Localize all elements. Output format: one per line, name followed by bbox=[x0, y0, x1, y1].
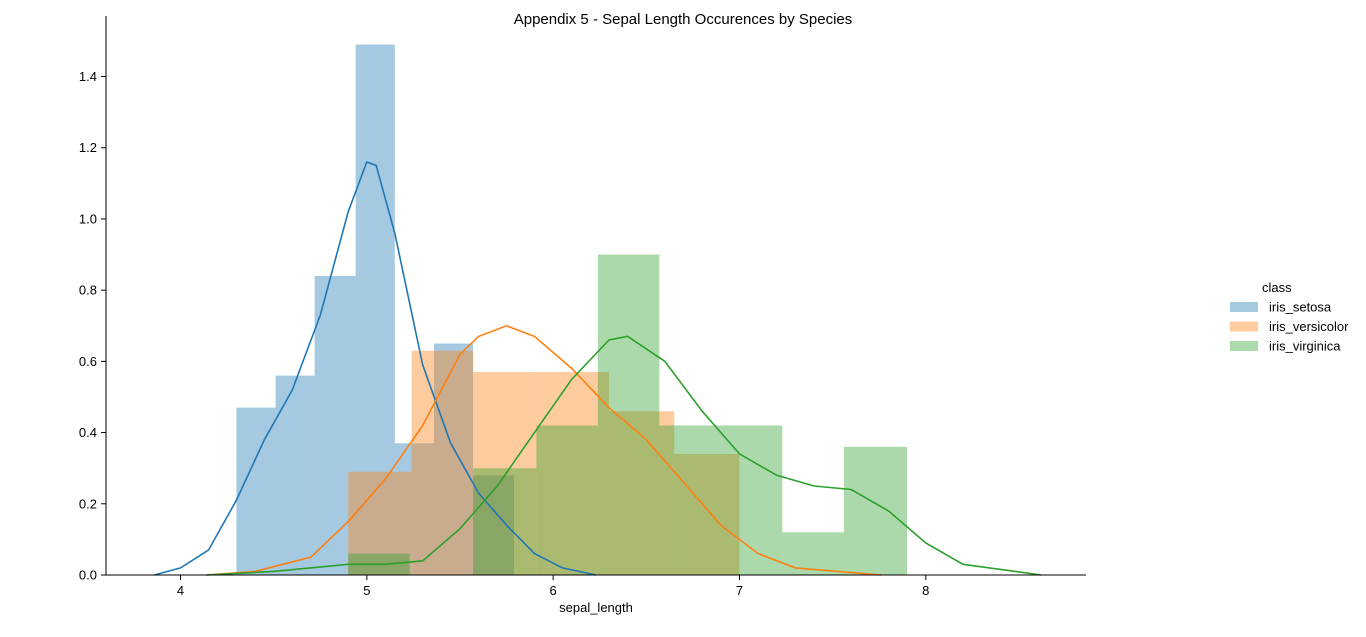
bar-iris_setosa-4 bbox=[394, 443, 434, 575]
histogram-bars bbox=[236, 44, 908, 576]
bar-iris_versicolor-5 bbox=[674, 453, 740, 575]
kde-line-iris_versicolor bbox=[206, 324, 882, 576]
legend-swatch-iris_versicolor bbox=[1230, 321, 1258, 332]
bar-iris_virginica-1 bbox=[473, 468, 537, 575]
bar-iris_versicolor-1 bbox=[411, 350, 474, 575]
kde-curves bbox=[154, 160, 1042, 576]
series-bars-iris_setosa bbox=[236, 44, 515, 576]
bar-iris_setosa-1 bbox=[275, 375, 315, 575]
bar-iris_versicolor-2 bbox=[473, 372, 537, 575]
y-tick-label: 1.0 bbox=[79, 211, 97, 226]
bar-iris_setosa-2 bbox=[314, 275, 356, 575]
bar-iris_virginica-2 bbox=[536, 425, 598, 575]
bar-iris_virginica-3 bbox=[597, 254, 660, 575]
y-tick-label: 0.4 bbox=[79, 425, 97, 440]
kde-line-iris_virginica bbox=[206, 335, 1042, 576]
x-tick-label: 4 bbox=[177, 583, 184, 598]
x-tick-label: 7 bbox=[736, 583, 743, 598]
bar-iris_versicolor-4 bbox=[609, 411, 675, 575]
legend-label-iris_setosa: iris_setosa bbox=[1269, 300, 1332, 315]
y-tick-label: 0.0 bbox=[79, 568, 97, 583]
y-tick-label: 0.6 bbox=[79, 354, 97, 369]
bar-iris_virginica-6 bbox=[782, 532, 844, 575]
bar-iris_virginica-4 bbox=[659, 425, 721, 575]
bar-iris_setosa-3 bbox=[355, 44, 395, 576]
series-bars-iris_virginica bbox=[348, 254, 908, 575]
chart-title: Appendix 5 - Sepal Length Occurences by … bbox=[514, 11, 853, 28]
bar-iris_setosa-5 bbox=[433, 343, 474, 575]
axes bbox=[105, 16, 1086, 576]
x-tick-label: 6 bbox=[550, 583, 557, 598]
x-ticks: 4 5 6 7 8 bbox=[177, 575, 929, 598]
bar-iris_virginica-7 bbox=[843, 446, 908, 575]
bar-iris_versicolor-3 bbox=[536, 372, 610, 575]
y-tick-label: 1.4 bbox=[79, 69, 97, 84]
legend-title: class bbox=[1262, 280, 1292, 295]
bar-iris_virginica-5 bbox=[720, 425, 783, 575]
legend-swatch-iris_virginica bbox=[1230, 341, 1258, 351]
legend: class iris_setosa iris_versicolor iris_vir… bbox=[1230, 280, 1349, 354]
legend-label-iris_virginica: iris_virginica bbox=[1269, 339, 1341, 354]
y-tick-label: 0.2 bbox=[79, 496, 97, 511]
y-ticks: 0.0 0.2 0.4 0.6 0.8 1.0 1.2 1.4 bbox=[79, 69, 106, 583]
y-tick-label: 1.2 bbox=[79, 140, 97, 155]
legend-swatch-iris_setosa bbox=[1230, 302, 1258, 312]
bar-iris_setosa-0 bbox=[236, 407, 276, 575]
y-tick-label: 0.8 bbox=[79, 283, 97, 298]
x-tick-label: 8 bbox=[922, 583, 929, 598]
series-bars-iris_versicolor bbox=[348, 350, 740, 575]
legend-label-iris_versicolor: iris_versicolor bbox=[1269, 319, 1349, 334]
kde-line-iris_setosa bbox=[154, 160, 597, 576]
bar-iris_versicolor-0 bbox=[348, 471, 412, 575]
x-axis-label: sepal_length bbox=[559, 600, 633, 615]
x-tick-label: 5 bbox=[363, 583, 370, 598]
